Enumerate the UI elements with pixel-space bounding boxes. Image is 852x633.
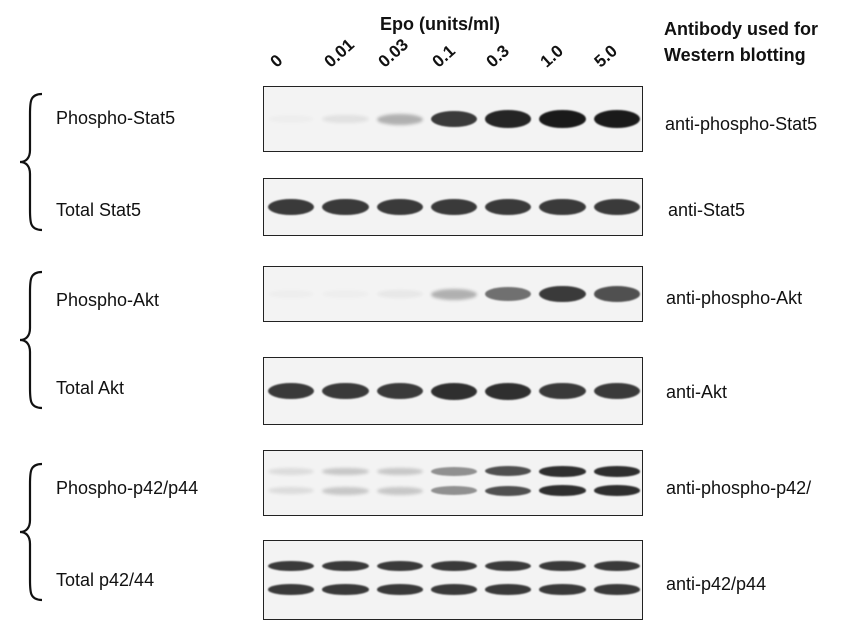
- antibody-label-akt: anti-Akt: [666, 382, 728, 402]
- row-label-total-akt: Total Akt: [56, 378, 125, 398]
- band-row0-lane6: [593, 110, 640, 128]
- antibody-label-phospho-p42p44: anti-phospho-p42/: [666, 478, 812, 498]
- row-label-total-stat5: Total Stat5: [56, 200, 142, 220]
- band-row1-lane2: [376, 198, 423, 216]
- band-row5-lane2-1: [376, 584, 423, 595]
- band-row3-lane3: [430, 382, 478, 400]
- band-row2-lane2: [376, 289, 423, 299]
- band-row1-lane1: [322, 198, 369, 216]
- blot-phospho-p42p44: [263, 450, 643, 516]
- blot-phospho-akt: [263, 266, 643, 322]
- row-label-phospho-akt: Phospho-Akt: [56, 290, 160, 310]
- row-label-phospho-stat5: Phospho-Stat5: [56, 108, 176, 128]
- band-row4-lane6-0: [593, 466, 640, 477]
- band-row5-lane5-1: [539, 584, 586, 595]
- band-row5-lane4-0: [485, 560, 532, 572]
- band-row5-lane1-0: [322, 560, 369, 572]
- row-label-phospho-p42p44: Phospho-p42/p44: [56, 478, 199, 498]
- band-row5-lane6-0: [593, 560, 640, 572]
- band-row4-lane5-1: [539, 485, 586, 496]
- band-row5-lane0-0: [268, 560, 315, 572]
- band-row5-lane3-0: [430, 560, 478, 572]
- band-row1-lane5: [539, 198, 586, 216]
- row-label-total-p42p44: Total p42/44: [56, 570, 155, 590]
- band-row4-lane1-1: [322, 486, 369, 495]
- band-row5-lane6-1: [593, 584, 640, 595]
- conc-label-2: 0.03: [374, 34, 412, 72]
- brace-akt: [19, 270, 43, 410]
- conc-label-6: 5.0: [590, 41, 621, 72]
- band-row3-lane2: [376, 382, 423, 400]
- band-row3-lane6: [593, 382, 640, 400]
- band-row1-lane3: [430, 198, 478, 216]
- band-row5-lane5-0: [539, 560, 586, 572]
- band-row0-lane0: [268, 115, 314, 123]
- band-row3-lane0: [268, 382, 315, 400]
- band-row4-lane5-0: [539, 466, 586, 477]
- antibody-label-phospho-akt: anti-phospho-Akt: [666, 288, 803, 308]
- band-row0-lane3: [430, 110, 478, 128]
- band-row4-lane1-0: [322, 467, 369, 476]
- band-row2-lane1: [322, 290, 368, 298]
- conc-label-0: 0: [266, 50, 287, 72]
- band-row0-lane4: [485, 110, 532, 128]
- blot-total-p42p44: [263, 540, 643, 620]
- blot-total-akt: [263, 357, 643, 425]
- band-row5-lane3-1: [430, 584, 478, 595]
- band-row1-lane6: [593, 198, 640, 216]
- antibody-label-p42p44: anti-p42/p44: [666, 574, 767, 594]
- band-row4-lane3-1: [430, 486, 478, 496]
- band-row4-lane4-0: [485, 466, 532, 477]
- band-row4-lane3-0: [430, 467, 478, 476]
- band-row2-lane4: [485, 287, 532, 301]
- brace-p42p44: [19, 462, 43, 602]
- band-row3-lane5: [539, 382, 586, 400]
- band-row4-lane6-1: [593, 485, 640, 496]
- band-row4-lane0-0: [268, 467, 315, 476]
- conc-label-5: 1.0: [536, 41, 567, 72]
- band-row5-lane1-1: [322, 584, 369, 595]
- band-row2-lane6: [593, 286, 640, 302]
- band-row4-lane4-1: [485, 485, 532, 496]
- band-row4-lane2-0: [376, 467, 423, 476]
- band-row2-lane5: [539, 285, 586, 303]
- band-row3-lane1: [322, 382, 369, 400]
- conc-label-3: 0.1: [428, 41, 459, 72]
- brace-stat5: [19, 92, 43, 232]
- antibody-label-stat5: anti-Stat5: [668, 200, 746, 220]
- band-row1-lane4: [485, 198, 532, 216]
- band-row5-lane0-1: [268, 584, 315, 595]
- band-row0-lane1: [322, 114, 369, 124]
- band-row0-lane2: [376, 113, 423, 125]
- antibody-label-phospho-stat5: anti-phospho-Stat5: [665, 114, 818, 134]
- band-row5-lane4-1: [485, 584, 532, 595]
- conc-label-1: 0.01: [320, 34, 358, 72]
- conc-label-4: 0.3: [482, 41, 513, 72]
- antibody-heading: Antibody used for Western blotting: [664, 16, 818, 68]
- band-row0-lane5: [539, 110, 586, 128]
- band-row5-lane2-0: [376, 560, 423, 572]
- band-row2-lane3: [430, 288, 478, 300]
- band-row2-lane0: [268, 290, 314, 298]
- band-row4-lane2-1: [376, 486, 423, 495]
- band-row1-lane0: [268, 198, 315, 216]
- blot-total-stat5: [263, 178, 643, 236]
- band-row3-lane4: [485, 382, 532, 400]
- blot-phospho-stat5: [263, 86, 643, 152]
- figure-title: Epo (units/ml): [380, 14, 500, 34]
- antibody-heading-line2: Western blotting: [664, 45, 806, 65]
- band-row4-lane0-1: [268, 486, 315, 495]
- antibody-heading-line1: Antibody used for: [664, 19, 818, 39]
